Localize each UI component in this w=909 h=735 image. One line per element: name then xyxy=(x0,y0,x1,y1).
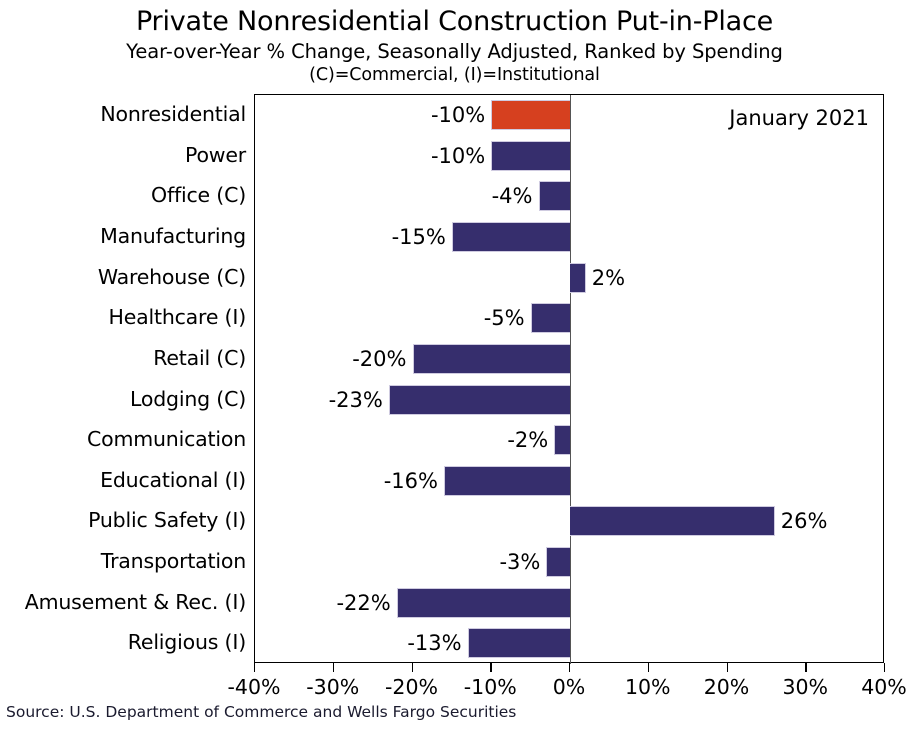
bar-value-label: -23% xyxy=(328,387,383,412)
category-label: Religious (I) xyxy=(127,630,246,655)
category-label: Office (C) xyxy=(151,183,246,208)
bar xyxy=(570,262,586,293)
bar-row: -20% xyxy=(255,339,885,380)
bar-value-label: -20% xyxy=(352,346,407,371)
bar xyxy=(444,465,570,496)
bar-value-label: -2% xyxy=(507,428,549,453)
x-axis-tick-label: -10% xyxy=(463,675,517,699)
x-axis-tick-label: -30% xyxy=(306,675,360,699)
category-label: Transportation xyxy=(100,549,246,574)
category-label: Nonresidential xyxy=(100,102,246,126)
category-label: Manufacturing xyxy=(100,223,246,248)
bar-value-label: -15% xyxy=(391,224,446,249)
x-axis-tick-label: -20% xyxy=(385,675,438,699)
bar-row: -13% xyxy=(255,623,885,664)
bar-value-label: -5% xyxy=(483,306,525,331)
bar-row: -15% xyxy=(255,217,885,258)
bar-value-label: -22% xyxy=(336,590,391,615)
bar xyxy=(546,547,570,578)
x-axis-tick-label: -40% xyxy=(227,675,281,699)
source-note: Source: U.S. Department of Commerce and … xyxy=(6,703,517,721)
category-label: Lodging (C) xyxy=(130,386,246,411)
bar-row: -23% xyxy=(255,380,885,421)
bar-row: -22% xyxy=(255,583,885,624)
bar-row: -4% xyxy=(255,176,885,217)
bar xyxy=(451,221,570,252)
bar xyxy=(530,303,570,334)
category-label: Power xyxy=(185,142,246,167)
category-label: Warehouse (C) xyxy=(97,264,246,289)
bar-row: -3% xyxy=(255,542,885,583)
x-axis-tick xyxy=(332,663,335,672)
x-axis-tick-label: 10% xyxy=(624,675,671,699)
page-title: Private Nonresidential Construction Put-… xyxy=(135,6,774,37)
bar-row: -16% xyxy=(255,461,885,502)
bar xyxy=(412,343,570,374)
x-axis-tick xyxy=(254,663,256,672)
zero-axis-line xyxy=(570,95,572,664)
x-axis: -40% -30% -20% -10% 0% 10% 20% 30% 40% xyxy=(228,663,907,703)
chart-subtitle: Year-over-Year % Change, Seasonally Adju… xyxy=(126,40,783,63)
bar-value-label: -13% xyxy=(407,631,462,656)
bar xyxy=(570,506,775,537)
bar xyxy=(396,587,570,618)
x-axis-tick-label: 0% xyxy=(552,675,586,699)
category-label: Public Safety (I) xyxy=(88,508,246,533)
x-axis-tick xyxy=(569,663,571,672)
category-label: Amusement & Rec. (I) xyxy=(24,589,246,614)
x-axis-tick-label: 30% xyxy=(782,675,829,699)
category-axis-labels: Nonresidential Power Office (C) Manufacturi… xyxy=(0,94,246,663)
x-axis-tick-label: 40% xyxy=(861,675,907,699)
date-annotation: January 2021 xyxy=(729,106,869,130)
bar xyxy=(467,628,570,659)
bar-row: -5% xyxy=(255,298,885,339)
bar-row: -10% xyxy=(255,136,885,177)
bar-value-label: -10% xyxy=(430,103,486,127)
bar-row: -2% xyxy=(255,420,885,461)
x-axis-tick xyxy=(884,663,886,672)
bar-row: 2% xyxy=(255,258,885,299)
x-axis-tick xyxy=(647,663,650,672)
bar-value-label: 2% xyxy=(591,265,626,290)
x-axis-tick xyxy=(726,663,728,672)
bar xyxy=(388,384,570,415)
bar-value-label: -4% xyxy=(491,184,533,209)
category-label: Retail (C) xyxy=(153,345,246,370)
plot-area: -10% -10% -4% -15% 2% -5% -20% -23% -2% -16% 26% -3… xyxy=(254,94,885,664)
bar-row: -10% xyxy=(255,95,885,136)
category-label: Communication xyxy=(87,427,246,452)
bar xyxy=(538,181,570,212)
bar xyxy=(554,425,570,456)
x-axis-tick-label: 20% xyxy=(703,675,750,699)
bar-value-label: -16% xyxy=(383,468,438,493)
bar-value-label: -3% xyxy=(499,550,541,575)
x-axis-tick xyxy=(411,663,413,672)
x-axis-tick xyxy=(490,663,492,672)
bar-row: 26% xyxy=(255,501,885,542)
category-label: Educational (I) xyxy=(100,467,246,492)
x-axis-tick xyxy=(805,663,807,672)
bar-value-label: -10% xyxy=(430,143,486,168)
bar xyxy=(491,140,570,171)
chart-subtitle-legend-key: (C)=Commercial, (I)=Institutional xyxy=(309,65,600,85)
bar xyxy=(491,100,570,130)
category-label: Healthcare (I) xyxy=(108,305,247,330)
chart-header: Private Nonresidential Construction Put-… xyxy=(0,0,909,87)
bar-value-label: 26% xyxy=(780,509,828,534)
